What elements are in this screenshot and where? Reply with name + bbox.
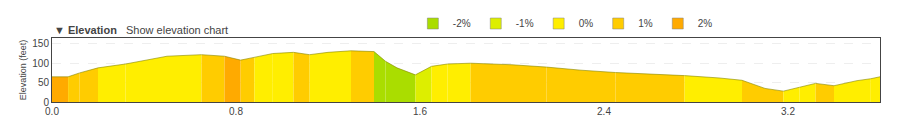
svg-text:2%: 2%	[698, 18, 713, 29]
svg-text:50: 50	[38, 77, 50, 88]
svg-text:150: 150	[32, 38, 49, 49]
svg-text:Elevation (feet): Elevation (feet)	[18, 40, 28, 101]
svg-text:-2%: -2%	[453, 18, 471, 29]
svg-text:100: 100	[32, 58, 49, 69]
svg-text:▼ Elevation Show elevation c: ▼ Elevation Show elevation chart	[54, 24, 228, 36]
svg-text:-1%: -1%	[516, 18, 534, 29]
svg-text:2.4: 2.4	[597, 106, 611, 117]
svg-text:3.2: 3.2	[781, 106, 795, 117]
svg-text:0%: 0%	[579, 18, 594, 29]
svg-text:0: 0	[43, 97, 49, 108]
svg-text:0.0: 0.0	[45, 106, 59, 117]
svg-text:0.8: 0.8	[229, 106, 243, 117]
svg-text:1%: 1%	[638, 18, 653, 29]
svg-text:1.6: 1.6	[413, 106, 427, 117]
